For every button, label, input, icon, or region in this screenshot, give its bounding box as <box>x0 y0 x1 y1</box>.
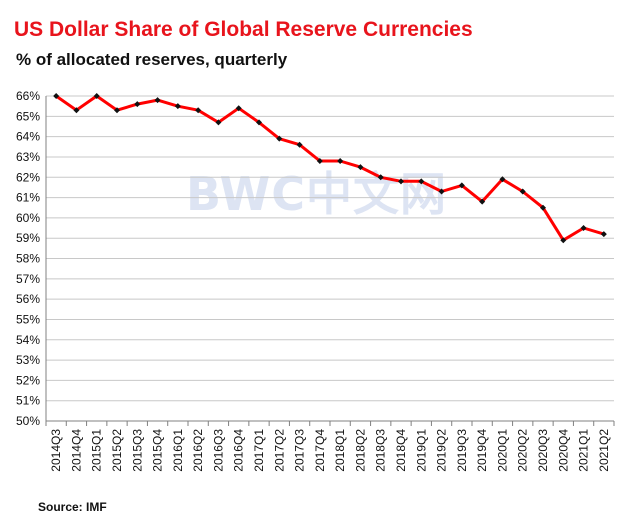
y-tick-label: 51% <box>16 394 40 408</box>
x-tick-label: 2017Q3 <box>293 429 307 472</box>
data-point <box>519 188 526 195</box>
x-tick-label: 2016Q3 <box>211 429 225 472</box>
data-point <box>540 204 546 211</box>
x-tick-label: 2018Q4 <box>394 429 408 472</box>
data-point <box>479 198 486 205</box>
series-line <box>55 94 605 242</box>
x-tick-label: 2015Q1 <box>90 429 104 472</box>
x-tick-label: 2014Q4 <box>69 429 83 472</box>
gridlines <box>46 95 614 422</box>
y-tick-label: 62% <box>16 170 40 184</box>
y-tick-label: 61% <box>16 191 40 205</box>
data-point <box>93 93 100 99</box>
x-tick-label: 2018Q1 <box>333 429 347 472</box>
x-tick-label: 2019Q1 <box>414 429 428 472</box>
x-tick-label: 2015Q4 <box>151 429 165 472</box>
x-tick-label: 2017Q1 <box>252 429 266 472</box>
x-tick-label: 2020Q1 <box>495 429 509 472</box>
y-tick-label: 60% <box>16 211 40 225</box>
x-tick-label: 2019Q3 <box>455 429 469 472</box>
x-tick-label: 2017Q2 <box>272 429 286 472</box>
y-tick-label: 50% <box>16 414 40 428</box>
y-tick-label: 57% <box>16 272 40 286</box>
data-point <box>499 176 506 183</box>
x-tick-label: 2015Q2 <box>110 429 124 472</box>
data-point <box>134 101 141 108</box>
y-axis: 50% 51% 52% 53% 54% 55% 56% 57% 58% 59% 60% 61% 62% 6… <box>16 89 47 428</box>
x-tick-label: 2015Q3 <box>130 429 144 472</box>
data-point <box>458 182 465 189</box>
watermark-text: BWC中文网 <box>186 167 448 221</box>
source-note: Source: IMF <box>38 500 107 514</box>
x-tick-label: 2021Q2 <box>597 429 611 472</box>
data-point <box>276 135 283 142</box>
y-tick-label: 54% <box>16 333 40 347</box>
data-point <box>73 107 80 114</box>
chart-subtitle: % of allocated reserves, quarterly <box>16 50 288 69</box>
data-point <box>296 141 303 148</box>
x-tick-label: 2016Q4 <box>232 429 246 472</box>
x-tick-label: 2016Q2 <box>191 429 205 472</box>
data-point <box>256 119 262 126</box>
data-point <box>337 158 344 164</box>
x-axis: 2014Q3 2014Q4 2015Q1 2015Q2 2015Q3 2015Q4 2016… <box>45 420 615 472</box>
x-tick-label: 2020Q3 <box>536 429 550 472</box>
data-point <box>580 225 587 232</box>
data-point <box>114 107 120 114</box>
data-point <box>600 231 607 238</box>
y-tick-label: 55% <box>16 312 40 326</box>
data-point <box>398 178 404 185</box>
y-tick-label: 52% <box>16 373 40 387</box>
data-point <box>174 103 181 110</box>
y-tick-label: 66% <box>16 89 40 103</box>
x-tick-label: 2018Q3 <box>374 429 388 472</box>
data-point <box>215 119 222 126</box>
x-tick-label: 2021Q1 <box>577 429 591 472</box>
y-tick-label: 64% <box>16 130 40 144</box>
data-point <box>377 174 384 181</box>
data-point <box>53 93 60 99</box>
y-tick-label: 53% <box>16 353 40 367</box>
y-tick-label: 56% <box>16 292 40 306</box>
y-tick-label: 63% <box>16 150 40 164</box>
x-tick-label: 2014Q3 <box>49 429 63 472</box>
y-tick-label: 58% <box>16 252 40 266</box>
data-point <box>154 97 161 104</box>
x-tick-label: 2017Q4 <box>313 429 327 472</box>
y-tick-label: 59% <box>16 231 40 245</box>
x-tick-label: 2020Q4 <box>556 429 570 472</box>
x-tick-label: 2016Q1 <box>171 429 185 472</box>
data-point <box>418 178 425 185</box>
chart-title: US Dollar Share of Global Reserve Curren… <box>14 18 473 41</box>
series-usd-share <box>53 93 607 244</box>
data-point <box>235 105 242 112</box>
data-point <box>316 158 323 164</box>
x-tick-label: 2019Q2 <box>435 429 449 472</box>
data-point <box>195 107 202 114</box>
x-tick-label: 2020Q2 <box>516 429 530 472</box>
x-tick-label: 2018Q2 <box>353 429 367 472</box>
y-tick-label: 65% <box>16 109 40 123</box>
x-tick-label: 2019Q4 <box>475 429 489 472</box>
data-point <box>560 237 567 244</box>
data-point <box>357 164 364 171</box>
data-point <box>438 188 445 195</box>
